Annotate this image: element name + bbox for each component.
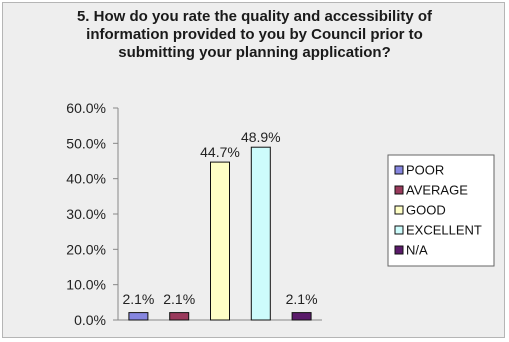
axis-layer: 0.0% 10.0% 20.0% 30.0% 40.0% 50.0% 60.0% <box>66 100 322 328</box>
y-tick-label: 10.0% <box>66 277 106 293</box>
legend-label: GOOD <box>406 203 446 218</box>
bar-layer: 2.1% 2.1% 44.7%48.9% 2.1% <box>122 129 318 321</box>
legend-label: N/A <box>406 243 428 258</box>
legend-box <box>387 154 495 267</box>
legend-label: EXCELLENT <box>406 223 482 238</box>
y-tick-label: 20.0% <box>66 241 106 257</box>
chart-title: 5. How do you rate the quality and acces… <box>0 8 509 62</box>
y-tick-label: 30.0% <box>66 206 106 222</box>
y-tick-label: 40.0% <box>66 171 106 187</box>
legend-swatch <box>394 225 404 235</box>
data-label: 2.1% <box>163 291 195 307</box>
bar-n-a <box>291 312 312 321</box>
bar-excellent <box>250 146 271 321</box>
y-tick-label: 0.0% <box>74 312 106 328</box>
chart-title-line-2: information provided to you by Council p… <box>86 26 423 43</box>
data-label: 48.9% <box>241 129 281 145</box>
legend-swatch <box>394 205 404 215</box>
data-label: 2.1% <box>286 291 318 307</box>
bar-average <box>169 312 190 321</box>
bar-poor <box>128 312 149 321</box>
bar-good <box>210 161 230 321</box>
y-tick-label: 50.0% <box>66 135 106 151</box>
legend-label: POOR <box>406 163 444 178</box>
legend-swatch <box>394 245 404 255</box>
y-tick-label: 60.0% <box>66 100 106 116</box>
chart-title-line-3: submitting your planning application? <box>118 44 391 61</box>
chart-title-line-1: 5. How do you rate the quality and acces… <box>76 8 433 25</box>
legend-swatch <box>394 165 404 175</box>
legend-swatch <box>394 185 404 195</box>
legend-label: AVERAGE <box>406 183 468 198</box>
legend: POOR AVERAGE GOOD EXCELLENT N/A <box>387 154 495 267</box>
data-label: 44.7% <box>200 144 240 160</box>
data-label: 2.1% <box>122 291 154 307</box>
